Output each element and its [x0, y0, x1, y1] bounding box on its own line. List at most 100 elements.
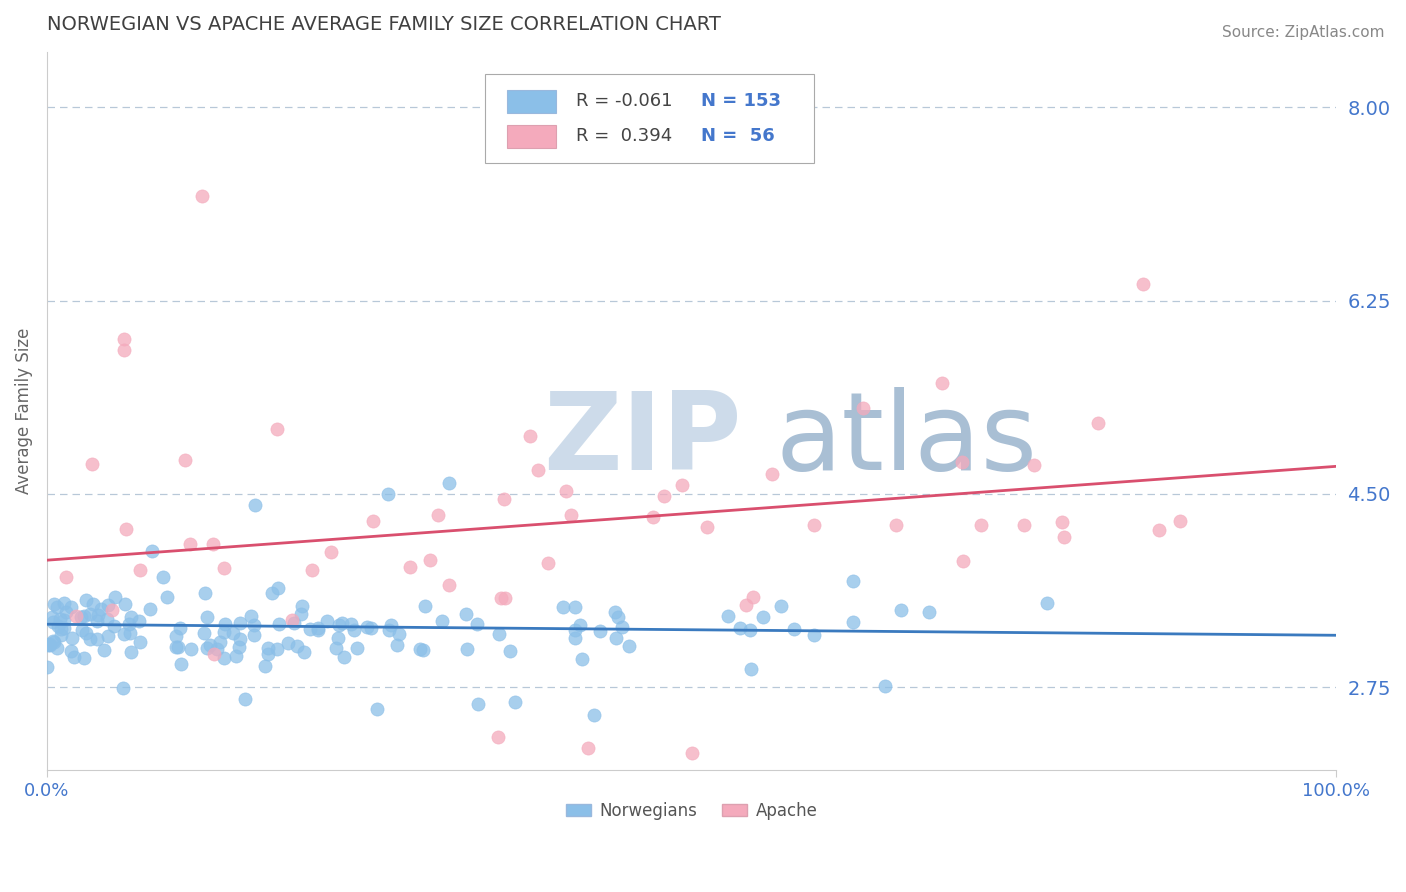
Point — [59, 644, 82, 658]
Point — [202, 647, 225, 661]
Point — [554, 483, 576, 498]
Point — [96, 612, 118, 626]
Point — [37, 638, 59, 652]
Point — [41, 610, 63, 624]
Point — [578, 740, 600, 755]
Point — [569, 617, 592, 632]
Point — [120, 625, 142, 640]
Point — [97, 598, 120, 612]
Point — [605, 632, 627, 646]
Point — [128, 614, 150, 628]
Point — [86, 614, 108, 628]
Point — [681, 747, 703, 761]
Point — [70, 609, 93, 624]
Point — [205, 642, 228, 657]
Point — [75, 626, 97, 640]
Point — [225, 648, 247, 663]
Point — [782, 622, 804, 636]
Point — [65, 609, 87, 624]
Point — [38, 637, 60, 651]
Point — [212, 625, 235, 640]
Point — [82, 597, 104, 611]
Point — [467, 697, 489, 711]
Point — [875, 679, 897, 693]
Point — [229, 616, 252, 631]
Point — [118, 617, 141, 632]
Point — [486, 730, 509, 744]
Point — [201, 537, 224, 551]
Point — [280, 613, 302, 627]
Point — [617, 639, 640, 653]
Point — [90, 602, 112, 616]
Point — [492, 492, 515, 507]
Point — [1147, 523, 1170, 537]
Point — [209, 635, 232, 649]
Point — [70, 623, 93, 637]
Point — [841, 574, 863, 589]
Point — [1087, 416, 1109, 430]
Point — [571, 652, 593, 666]
Point — [267, 581, 290, 595]
Point — [221, 625, 243, 640]
Point — [952, 554, 974, 568]
Text: atlas: atlas — [776, 387, 1038, 492]
Point — [38, 638, 60, 652]
Point — [156, 590, 179, 604]
FancyBboxPatch shape — [508, 125, 557, 148]
Point — [321, 544, 343, 558]
Point — [1170, 514, 1192, 528]
Point — [101, 603, 124, 617]
Point — [301, 563, 323, 577]
Point — [42, 634, 65, 648]
Point — [1132, 277, 1154, 292]
Point — [128, 562, 150, 576]
Point — [112, 627, 135, 641]
Point — [60, 632, 83, 646]
Point — [190, 188, 212, 202]
Point — [292, 645, 315, 659]
Point — [328, 618, 350, 632]
Point — [316, 615, 339, 629]
Point — [46, 618, 69, 632]
Text: R =  0.394: R = 0.394 — [575, 128, 672, 145]
Point — [970, 518, 993, 533]
Point — [537, 556, 560, 570]
Point — [884, 518, 907, 533]
Text: R = -0.061: R = -0.061 — [575, 92, 672, 110]
Point — [87, 607, 110, 622]
Point — [437, 475, 460, 490]
Point — [366, 702, 388, 716]
Point — [408, 642, 430, 657]
Point — [491, 591, 513, 606]
Point — [285, 639, 308, 653]
Point — [527, 463, 550, 477]
Point — [761, 467, 783, 481]
Point — [652, 489, 675, 503]
Text: Source: ZipAtlas.com: Source: ZipAtlas.com — [1222, 25, 1385, 40]
Point — [340, 617, 363, 632]
Point — [86, 632, 108, 646]
Point — [456, 641, 478, 656]
Point — [129, 635, 152, 649]
Point — [388, 626, 411, 640]
Text: ZIP: ZIP — [543, 387, 742, 492]
Point — [717, 608, 740, 623]
Point — [742, 590, 765, 604]
Point — [42, 615, 65, 630]
Point — [380, 618, 402, 632]
Point — [769, 599, 792, 614]
Point — [49, 628, 72, 642]
Point — [343, 623, 366, 637]
Point — [560, 508, 582, 523]
Point — [235, 692, 257, 706]
Point — [378, 624, 401, 638]
Point — [104, 590, 127, 604]
Point — [333, 649, 356, 664]
Point — [454, 607, 477, 621]
Point — [803, 628, 825, 642]
Point — [73, 651, 96, 665]
Point — [212, 561, 235, 575]
Point — [488, 626, 510, 640]
Point — [52, 596, 75, 610]
Point — [111, 681, 134, 695]
